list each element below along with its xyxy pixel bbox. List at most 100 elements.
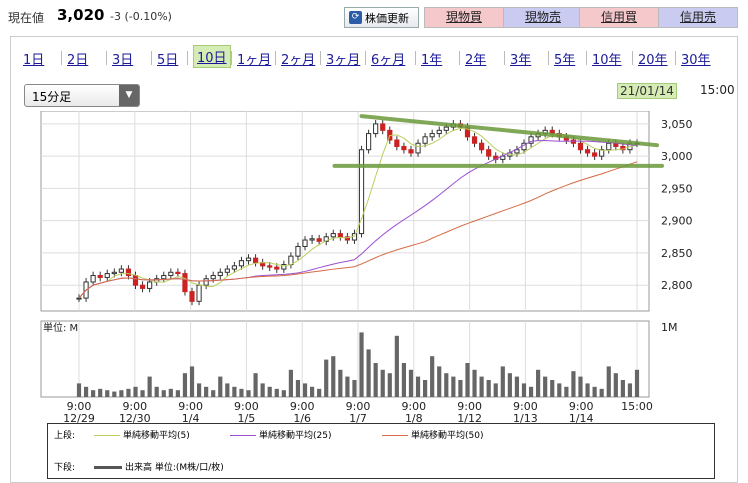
candle-body <box>606 142 612 151</box>
tab-9[interactable]: 1年 <box>421 53 443 68</box>
candle-body <box>196 284 202 302</box>
volume-bar <box>175 390 180 397</box>
tab-separator <box>187 51 188 65</box>
volume-bar <box>458 380 463 397</box>
volume-bar <box>196 383 202 397</box>
tab-8[interactable]: 6ヶ月 <box>371 53 406 68</box>
volume-bar <box>267 386 272 397</box>
tab-separator <box>151 51 152 65</box>
y-tick-label: 2,900 <box>661 215 693 228</box>
candle-body <box>401 145 407 151</box>
volume-bar <box>324 359 329 397</box>
volume-bar <box>613 373 618 397</box>
tab-4[interactable]: 10日 <box>193 45 231 68</box>
chart-legend: 上段: 単純移動平均(5) 単純移動平均(25) 単純移動平均(50) 下段: … <box>47 423 715 479</box>
candle-body <box>380 123 386 131</box>
volume-bar <box>451 376 456 397</box>
y-tick-label: 3,000 <box>661 150 693 163</box>
candle-body <box>182 273 188 293</box>
margin-buy-button[interactable]: 信用買 <box>579 7 659 28</box>
volume-bar <box>317 388 322 397</box>
volume-bar <box>465 363 470 397</box>
x-tick-date: 1/12 <box>457 412 482 425</box>
volume-bar <box>352 380 357 397</box>
volume-bar <box>246 390 251 397</box>
candle-body <box>323 236 329 242</box>
volume-bar <box>338 369 343 397</box>
refresh-price-button[interactable]: ⟳ 株価更新 <box>344 7 419 28</box>
volume-bar <box>302 383 308 397</box>
interval-select[interactable]: 15分足 ▼ <box>24 84 140 107</box>
tab-5[interactable]: 1ヶ月 <box>237 53 272 68</box>
volume-bar <box>98 388 103 397</box>
volume-bar <box>528 386 534 397</box>
candle-body <box>599 149 605 157</box>
tab-separator <box>632 51 633 65</box>
tab-2[interactable]: 3日 <box>112 53 134 68</box>
volume-bar <box>126 388 131 397</box>
candle-body <box>274 266 280 270</box>
tab-11[interactable]: 3年 <box>510 53 532 68</box>
chart-date: 21/01/14 <box>617 83 677 99</box>
ma-line-50 <box>78 161 638 299</box>
volume-bar <box>430 356 435 397</box>
volume-bar <box>415 376 421 397</box>
candle-body <box>471 136 478 144</box>
tab-14[interactable]: 20年 <box>638 53 668 68</box>
volume-bar <box>444 373 449 397</box>
volume-swatch <box>94 466 122 469</box>
tab-7[interactable]: 3ヶ月 <box>326 53 361 68</box>
x-tick-date: 1/14 <box>569 412 594 425</box>
candle-body <box>358 149 365 235</box>
candle-body <box>224 268 230 273</box>
legend-ma5: 単純移動平均(5) <box>94 428 190 441</box>
legend-upper-label: 上段: <box>54 431 76 441</box>
candle-body <box>139 284 146 289</box>
candle-body <box>231 265 237 270</box>
volume-bar <box>281 390 286 397</box>
x-tick-date: 1/13 <box>513 412 538 425</box>
volume-bar <box>366 349 371 397</box>
candle-body <box>238 260 245 267</box>
x-tick-time: 9:00 <box>513 400 538 413</box>
x-tick-date: 1/7 <box>349 412 367 425</box>
tab-12[interactable]: 5年 <box>554 53 576 68</box>
volume-bar <box>564 386 569 397</box>
legend-ma50: 単純移動平均(50) <box>382 428 483 441</box>
volume-bar <box>500 366 505 397</box>
volume-bar <box>260 383 265 397</box>
volume-bar <box>585 383 590 397</box>
tab-13[interactable]: 10年 <box>592 53 622 68</box>
volume-bar <box>154 386 159 397</box>
candle-body <box>161 275 167 280</box>
interval-value: 15分足 <box>32 90 72 104</box>
x-tick-time: 9:00 <box>290 400 315 413</box>
tab-15[interactable]: 30年 <box>681 53 711 68</box>
tab-1[interactable]: 2日 <box>67 53 89 68</box>
cash-buy-button[interactable]: 現物買 <box>424 7 504 28</box>
candle-body <box>592 152 598 157</box>
volume-bar <box>578 376 583 397</box>
x-tick-time: 9:00 <box>122 400 147 413</box>
volume-bar <box>83 386 89 397</box>
volume-bar <box>437 366 442 397</box>
candle-body <box>90 275 96 283</box>
tab-0[interactable]: 1日 <box>23 53 45 68</box>
tab-6[interactable]: 2ヶ月 <box>281 53 316 68</box>
volume-bar <box>168 388 173 397</box>
volume-bar <box>514 376 520 397</box>
candle-body <box>344 236 350 241</box>
tab-separator <box>586 51 587 65</box>
ma5-label: 単純移動平均(5) <box>123 431 190 441</box>
volume-bar <box>394 335 399 397</box>
margin-sell-button[interactable]: 信用売 <box>658 7 738 28</box>
tab-10[interactable]: 2年 <box>465 53 487 68</box>
volume-bar <box>189 366 195 397</box>
legend-volume: 出来高 単位:(M株/口/枚) <box>94 460 224 473</box>
y-tick-label: 2,850 <box>661 247 693 260</box>
tab-separator <box>504 51 505 65</box>
cash-sell-button[interactable]: 現物売 <box>503 7 583 28</box>
tab-separator <box>231 51 232 65</box>
tab-3[interactable]: 5日 <box>157 53 179 68</box>
ma5-swatch <box>94 435 120 436</box>
